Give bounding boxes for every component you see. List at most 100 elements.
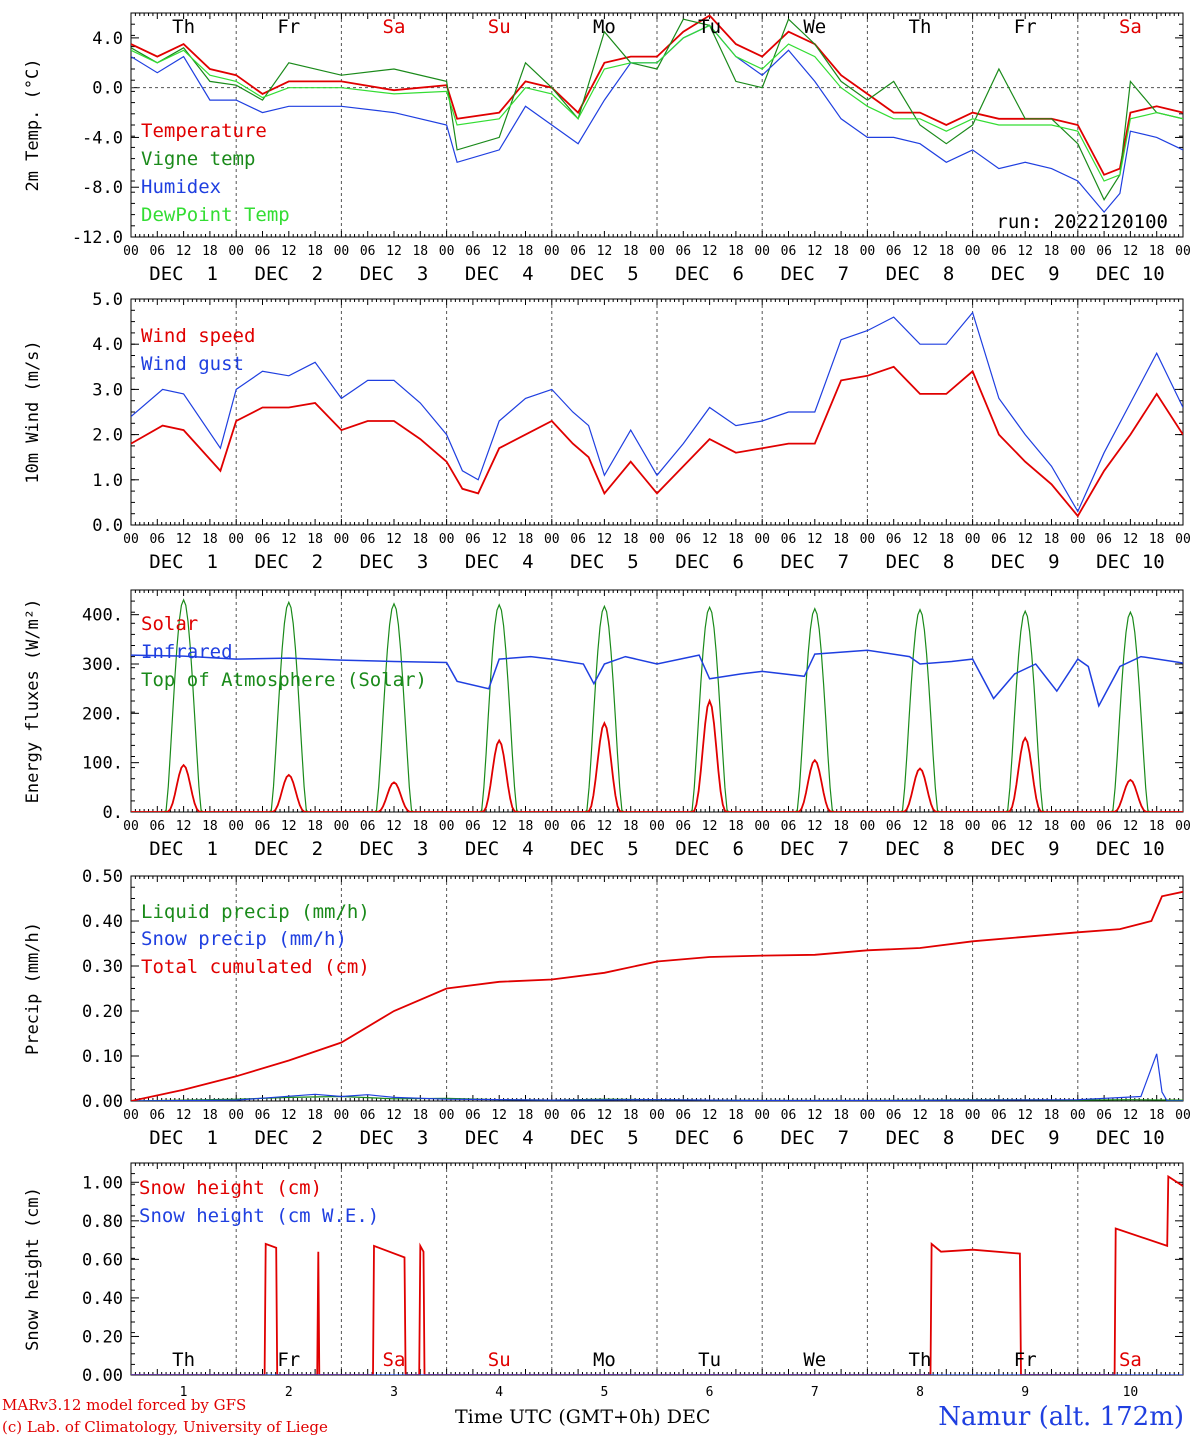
hour-tick-label: 18: [202, 819, 218, 834]
y-tick-label: 0.00: [82, 1366, 123, 1386]
hour-tick-label: 06: [991, 532, 1007, 547]
hour-tick-label: 12: [912, 819, 928, 834]
hour-tick-label: 18: [938, 244, 954, 259]
hour-tick-label: 00: [334, 1108, 350, 1123]
day-number-label: 8: [916, 1385, 924, 1400]
day-number-label: 7: [811, 1385, 819, 1400]
hour-tick-label: 12: [1017, 819, 1033, 834]
hour-tick-label: 06: [675, 244, 691, 259]
weekday-label: Fr: [1014, 1349, 1037, 1371]
day-label: DEC 8: [886, 263, 955, 285]
hour-tick-label: 06: [781, 1108, 797, 1123]
hour-tick-label: 00: [1070, 1108, 1086, 1123]
legend-entry: Top of Atmosphere (Solar): [141, 669, 427, 691]
day-label: DEC 10: [1096, 551, 1165, 573]
hour-tick-label: 12: [176, 244, 192, 259]
y-tick-label: 0.10: [82, 1047, 123, 1067]
hour-tick-label: 00: [965, 1108, 981, 1123]
hour-tick-label: 18: [307, 819, 323, 834]
day-label: DEC 3: [360, 1127, 429, 1149]
y-tick-label: 0.0: [92, 516, 123, 536]
legend-entry: Liquid precip (mm/h): [141, 901, 370, 923]
day-label: DEC 8: [886, 838, 955, 860]
hour-tick-label: 12: [597, 1108, 613, 1123]
hour-tick-label: 06: [360, 819, 376, 834]
day-label: DEC 6: [675, 1127, 744, 1149]
hour-tick-label: 06: [465, 244, 481, 259]
day-label: DEC 10: [1096, 1127, 1165, 1149]
day-label: DEC 9: [991, 263, 1060, 285]
hour-tick-label: 00: [123, 1108, 139, 1123]
day-label: DEC 1: [149, 263, 218, 285]
day-label: DEC 4: [465, 263, 534, 285]
hour-tick-label: 12: [386, 819, 402, 834]
weekday-label: Sa: [383, 1349, 406, 1371]
hour-tick-label: 06: [781, 819, 797, 834]
hour-tick-label: 06: [886, 532, 902, 547]
y-tick-label: 0.60: [82, 1250, 123, 1270]
hour-tick-label: 12: [281, 244, 297, 259]
hour-tick-label: 18: [623, 819, 639, 834]
hour-tick-label: 12: [491, 819, 507, 834]
credit-lab: (c) Lab. of Climatology, University of L…: [2, 1418, 328, 1436]
weekday-label: Mo: [593, 16, 616, 38]
hour-tick-label: 18: [202, 532, 218, 547]
series-line-0: [131, 1174, 1183, 1375]
legend-entry: Temperature: [141, 120, 267, 142]
series-line-1: [131, 311, 1183, 513]
y-tick-label: 0.0: [92, 79, 123, 99]
hour-tick-label: 06: [360, 1108, 376, 1123]
hour-tick-label: 18: [728, 244, 744, 259]
y-tick-label: 0.30: [82, 957, 123, 977]
hour-tick-label: 00: [439, 819, 455, 834]
hour-tick-label: 00: [754, 532, 770, 547]
hour-tick-label: 12: [1123, 244, 1139, 259]
hour-tick-label: 06: [991, 1108, 1007, 1123]
plot-area: [131, 890, 1183, 1101]
legend-entry: Snow height (cm): [139, 1177, 322, 1199]
hour-tick-label: 00: [965, 244, 981, 259]
hour-tick-label: 18: [518, 1108, 534, 1123]
day-label: DEC 9: [991, 551, 1060, 573]
day-label: DEC 3: [360, 551, 429, 573]
hour-tick-label: 12: [807, 1108, 823, 1123]
hour-tick-label: 00: [1175, 819, 1191, 834]
hour-tick-label: 18: [518, 819, 534, 834]
day-label: DEC 8: [886, 1127, 955, 1149]
day-label: DEC 1: [149, 1127, 218, 1149]
hour-tick-label: 18: [1044, 244, 1060, 259]
hour-tick-label: 18: [728, 532, 744, 547]
hour-tick-label: 18: [623, 244, 639, 259]
y-axis-label: 2m Temp. (°C): [23, 58, 43, 191]
hour-tick-label: 12: [1123, 532, 1139, 547]
panel-4: 0.50 0.40 0.30 0.20 0.10 0.00 Precip (mm/h) 00 0…: [23, 867, 1191, 1149]
hour-tick-label: 12: [1017, 1108, 1033, 1123]
hour-tick-label: 18: [412, 819, 428, 834]
hour-tick-label: 18: [1044, 1108, 1060, 1123]
location-label: Namur (alt. 172m): [938, 1402, 1184, 1432]
hour-tick-label: 06: [570, 1108, 586, 1123]
y-tick-label: 300.: [82, 655, 123, 675]
y-tick-label: 3.0: [92, 380, 123, 400]
day-label: DEC 5: [570, 1127, 639, 1149]
hour-tick-label: 18: [307, 1108, 323, 1123]
hour-tick-label: 12: [491, 1108, 507, 1123]
y-tick-label: 5.0: [92, 290, 123, 310]
hour-tick-label: 18: [938, 1108, 954, 1123]
legend-entry: Wind gust: [141, 353, 244, 375]
day-label: DEC 6: [675, 551, 744, 573]
hour-tick-label: 00: [754, 819, 770, 834]
hour-tick-label: 18: [412, 244, 428, 259]
weekday-label: Mo: [593, 1349, 616, 1371]
hour-tick-label: 06: [465, 532, 481, 547]
y-tick-label: 0.40: [82, 912, 123, 932]
hour-tick-label: 12: [912, 244, 928, 259]
hour-tick-label: 00: [649, 1108, 665, 1123]
hour-tick-label: 06: [991, 244, 1007, 259]
day-number-label: 3: [390, 1385, 398, 1400]
hour-tick-label: 12: [597, 819, 613, 834]
day-label: DEC 7: [780, 551, 849, 573]
hour-tick-label: 00: [439, 532, 455, 547]
weekday-label: Tu: [698, 1349, 721, 1371]
plot-area: [131, 14, 1183, 214]
